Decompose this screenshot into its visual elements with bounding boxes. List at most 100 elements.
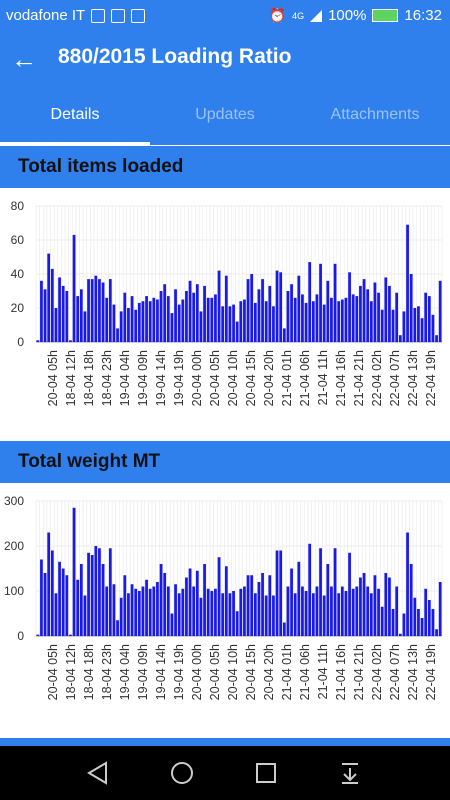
- status-left: vodafone IT: [6, 7, 146, 24]
- x-tick-label: 20-04 20h: [262, 350, 276, 406]
- x-tick-label: 20-04 10h: [226, 350, 240, 406]
- bar: [116, 328, 119, 342]
- x-tick-label: 22-04 07h: [388, 350, 402, 406]
- bar: [232, 591, 235, 636]
- bar: [87, 552, 90, 636]
- back-arrow-icon[interactable]: ←: [11, 44, 37, 74]
- bar: [156, 582, 159, 636]
- tab-details[interactable]: Details: [0, 88, 150, 145]
- x-tick-label: 19-04 19h: [172, 644, 186, 700]
- x-tick-label: 18-04 18h: [82, 644, 96, 700]
- bar: [105, 297, 109, 342]
- notification-pull-icon[interactable]: [336, 759, 364, 787]
- bar: [54, 308, 58, 342]
- bar: [192, 586, 196, 636]
- bar: [239, 588, 243, 636]
- bar: [340, 586, 344, 636]
- tab-attachments[interactable]: Attachments: [330, 106, 420, 123]
- tab-bar: Details Updates Attachments: [0, 88, 450, 145]
- bar: [380, 309, 384, 342]
- bar: [214, 294, 217, 342]
- recents-square-icon[interactable]: [252, 759, 280, 787]
- bar: [123, 575, 127, 636]
- bar: [253, 302, 257, 342]
- bar: [409, 564, 413, 636]
- back-triangle-icon[interactable]: [84, 759, 112, 787]
- bar: [250, 274, 254, 342]
- x-tick-label: 22-04 02h: [370, 350, 384, 406]
- bar: [311, 593, 315, 636]
- bar: [330, 586, 333, 636]
- x-tick-label: 22-04 13h: [406, 644, 420, 700]
- bar: [417, 306, 420, 342]
- bar: [174, 584, 177, 636]
- carrier-label: vodafone IT: [6, 7, 86, 24]
- x-tick-label: 19-04 04h: [118, 350, 132, 406]
- bar: [235, 321, 239, 342]
- x-tick-label: 18-04 12h: [64, 350, 78, 406]
- bar: [108, 279, 112, 342]
- y-tick-label: 0: [17, 335, 24, 349]
- bar: [279, 272, 283, 342]
- bar: [177, 593, 181, 636]
- x-tick-label: 20-04 05h: [208, 350, 222, 406]
- home-circle-icon[interactable]: [168, 759, 196, 787]
- bar: [322, 304, 326, 342]
- x-tick-label: 21-04 11h: [316, 350, 330, 405]
- bar: [232, 304, 235, 342]
- x-tick-label: 20-04 15h: [244, 350, 258, 406]
- bar: [203, 564, 206, 636]
- bar: [420, 318, 424, 342]
- bar: [384, 277, 388, 342]
- chart-title-items: Total items loaded: [18, 156, 184, 177]
- bar: [391, 309, 395, 342]
- bar: [319, 548, 322, 636]
- x-tick-label: 19-04 09h: [136, 644, 150, 700]
- bar: [315, 586, 319, 636]
- bar: [134, 309, 138, 342]
- bar: [362, 573, 366, 636]
- bar: [123, 292, 127, 342]
- bar: [166, 586, 170, 636]
- signal-icon: [310, 9, 323, 22]
- mail-icon: [131, 8, 146, 23]
- bar: [206, 588, 210, 636]
- bar: [337, 301, 341, 342]
- weight-chart: 0 100 200 300 20-04 05h 18-04 12h 18-04 18h 18-…: [4, 494, 443, 700]
- bar: [163, 573, 167, 636]
- x-tick-label: 21-04 06h: [298, 644, 312, 700]
- status-right: ⏰ 4G 100% 16:32: [269, 7, 442, 24]
- bar: [275, 270, 279, 342]
- bar: [134, 588, 138, 636]
- bar: [351, 588, 355, 636]
- bar: [58, 561, 61, 636]
- bar: [272, 306, 275, 342]
- bar: [72, 507, 76, 636]
- section-header-items: Total items loaded: [0, 146, 450, 188]
- bar: [282, 328, 286, 342]
- bar: [243, 586, 246, 636]
- bar: [90, 555, 94, 636]
- bar: [304, 302, 308, 342]
- app-bar: ← 880/2015 Loading Ratio: [0, 32, 450, 88]
- bar: [344, 297, 348, 342]
- bar: [261, 279, 264, 342]
- bar: [79, 564, 83, 636]
- bar: [47, 253, 51, 342]
- bar: [275, 550, 279, 636]
- bar: [282, 622, 286, 636]
- bar: [264, 595, 268, 636]
- bar: [65, 575, 69, 636]
- x-tick-label: 19-04 04h: [118, 644, 132, 700]
- bar: [308, 262, 312, 342]
- items-loaded-chart: 0 20 40 60 80 20-04 05h 18-04 12h 18-04 18h 18-0…: [11, 199, 443, 406]
- bar: [297, 275, 301, 342]
- bar: [427, 600, 431, 636]
- bar: [224, 566, 228, 636]
- tab-updates[interactable]: Updates: [195, 106, 255, 123]
- bar: [377, 292, 380, 342]
- bar: [228, 593, 232, 636]
- bar: [195, 284, 199, 342]
- bar: [206, 297, 210, 342]
- bar: [366, 289, 370, 342]
